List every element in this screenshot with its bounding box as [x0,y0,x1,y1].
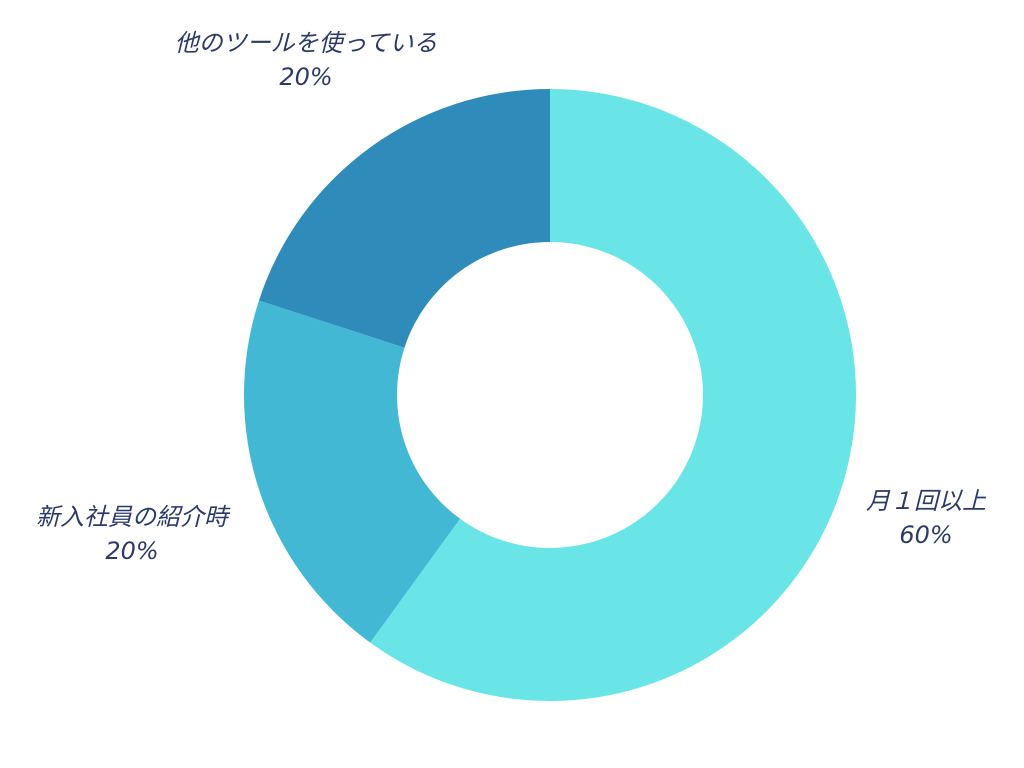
slice-label-monthly-name: 月１回以上 [866,487,986,515]
donut-slice-new-hire [244,300,461,643]
slice-label-other-tools: 他のツールを使っている 20% [116,26,496,94]
slice-label-other-tools-name: 他のツールを使っている [174,29,438,57]
slice-label-new-hire: 新入社員の紹介時 20% [0,500,264,568]
slice-label-new-hire-name: 新入社員の紹介時 [36,503,228,531]
slice-label-monthly: 月１回以上 60% [826,484,1024,552]
slice-label-new-hire-value: 20% [105,537,159,565]
donut-slice-other-tools [258,89,550,348]
slice-label-monthly-value: 60% [899,521,953,549]
donut-slice-monthly [370,89,857,702]
slice-label-other-tools-value: 20% [279,63,333,91]
